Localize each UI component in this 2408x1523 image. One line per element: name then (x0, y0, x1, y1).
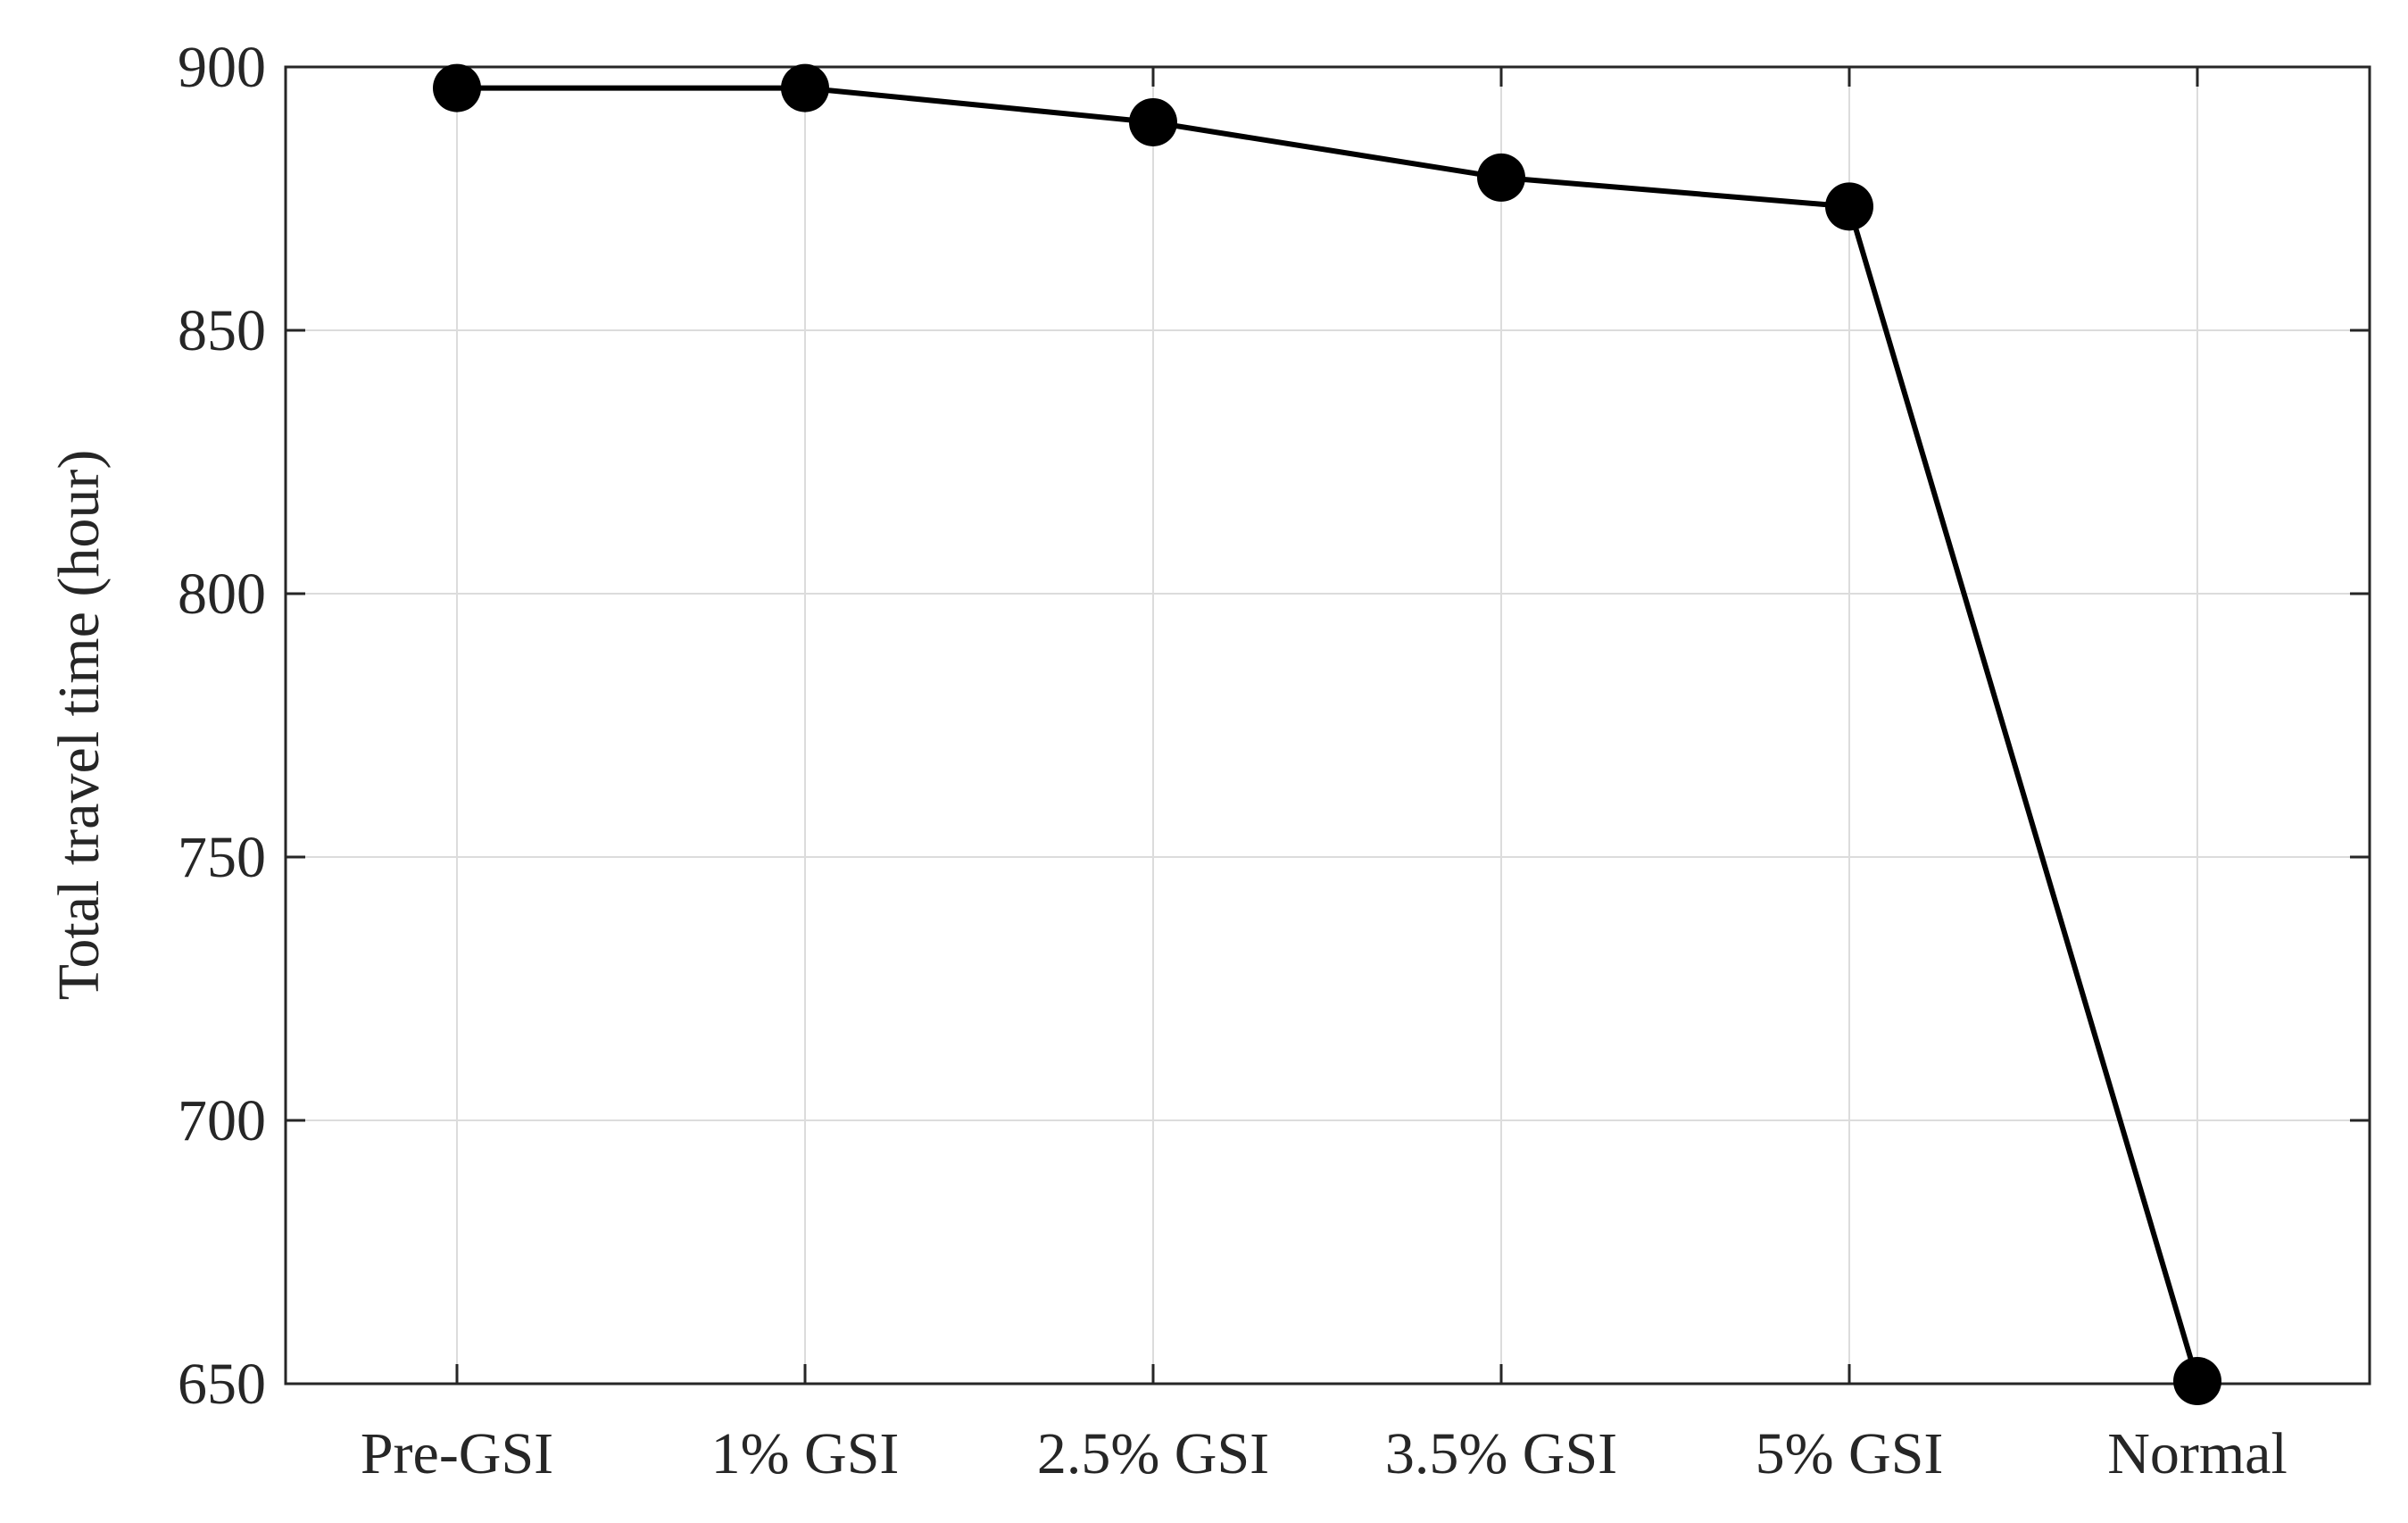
grid (286, 66, 2370, 1385)
tick-marks (286, 65, 2370, 1386)
x-tick-label: 3.5% GSI (1385, 1421, 1617, 1486)
y-tick-label: 650 (178, 1352, 266, 1417)
x-tick-label: 1% GSI (711, 1421, 900, 1486)
series-line (457, 85, 2200, 1382)
data-point (433, 63, 481, 112)
y-tick-label: 750 (178, 825, 266, 890)
y-tick-label: 800 (178, 562, 266, 627)
data-point (781, 63, 829, 112)
series (433, 63, 2221, 1406)
data-point (1825, 182, 1873, 231)
data-point (1129, 97, 1177, 146)
plot-area-border (284, 65, 2371, 1386)
y-tick-label: 700 (178, 1088, 266, 1153)
x-tick-label: 2.5% GSI (1037, 1421, 1269, 1486)
y-axis-title: Total travel time (hour) (46, 450, 112, 1001)
y-tick-label: 850 (178, 298, 266, 363)
x-tick-label: Normal (2107, 1421, 2288, 1486)
data-point (1477, 153, 1525, 202)
y-tick-label: 900 (178, 35, 266, 100)
tick-labels: 650 700 750 800 850 900 Pre-GSI 1% GSI 2.5% GSI 3… (178, 35, 2288, 1486)
data-point (2173, 1357, 2221, 1406)
x-tick-label: Pre-GSI (361, 1421, 553, 1486)
x-tick-label: 5% GSI (1756, 1421, 1944, 1486)
